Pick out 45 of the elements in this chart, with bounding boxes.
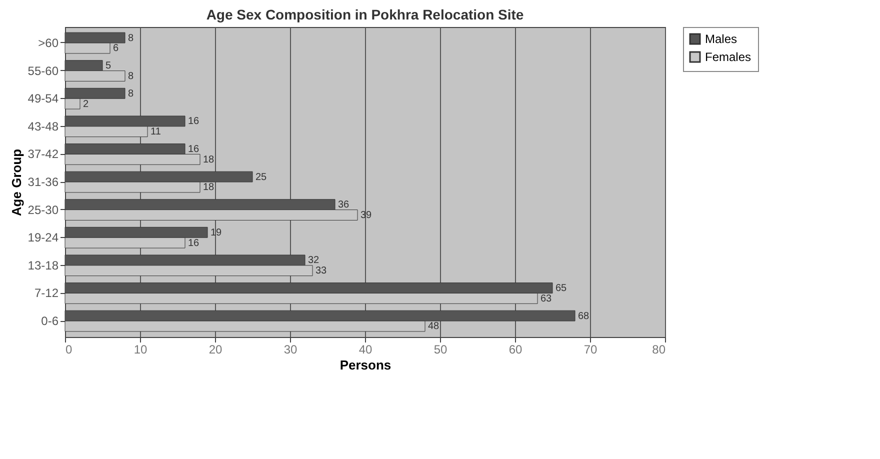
y-tick-label: 31-36 [28,175,59,189]
x-tick-label: 30 [284,342,298,356]
x-tick-label: 70 [584,342,598,356]
y-axis-title: Age Group [8,148,24,216]
legend-label: Males [705,32,738,46]
data-label: 8 [128,71,134,82]
legend-label: Females [705,50,752,64]
data-label: 8 [128,88,134,100]
data-label: 8 [128,32,134,44]
x-tick-label: 10 [134,342,148,356]
data-label: 25 [256,172,268,183]
x-tick-label: 50 [434,342,448,356]
y-tick-label: 0-6 [41,314,59,328]
x-axis-title: Persons [340,358,392,372]
data-label: 16 [188,116,200,128]
data-label: 11 [150,126,162,138]
y-tick-label: 19-24 [28,230,59,245]
data-label: 5 [106,60,112,72]
data-label: 36 [338,200,350,211]
data-label: 32 [308,255,320,266]
y-tick-label: 43-48 [28,119,59,134]
x-tick-label: 80 [652,342,666,356]
y-tick-label: 49-54 [28,92,59,106]
data-label: 48 [428,321,440,332]
y-tick-label: 37-42 [28,147,59,162]
data-label: 68 [578,310,590,322]
y-tick-label: 7-12 [34,286,59,300]
y-tick-label: 13-18 [28,258,59,272]
data-label: 18 [203,154,215,166]
data-label: 63 [540,293,552,304]
data-label: 16 [188,144,200,155]
y-tick-label: 55-60 [28,64,59,78]
data-label: 6 [113,43,119,54]
x-tick-label: 20 [208,342,222,356]
chart-title: Age Sex Composition in Pokhra Relocation Site [206,6,524,22]
y-tick-label: >60 [38,36,59,50]
x-tick-label: 0 [66,342,72,356]
data-label: 65 [556,283,568,294]
y-tick-label: 25-30 [28,202,59,217]
data-label: 33 [316,266,328,277]
x-tick-label: 40 [358,342,372,356]
data-label: 2 [83,98,89,110]
x-tick-label: 60 [508,342,522,356]
data-label: 16 [188,238,200,249]
data-label: 18 [203,182,215,194]
